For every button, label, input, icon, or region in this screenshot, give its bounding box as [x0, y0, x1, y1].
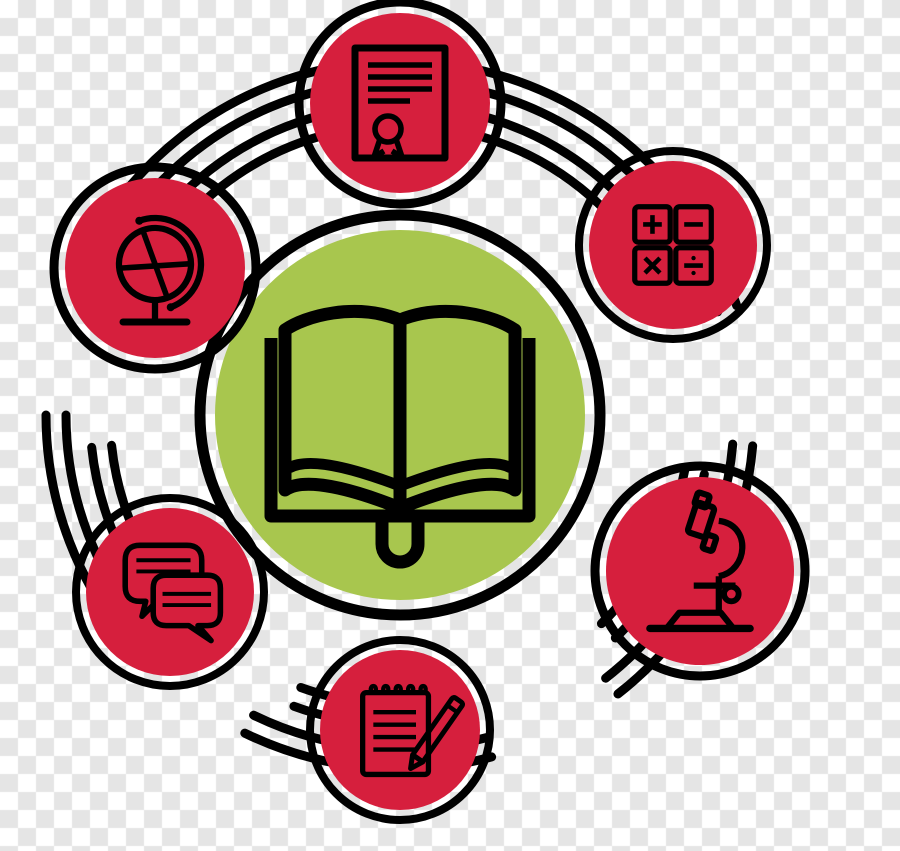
node-calculator — [579, 151, 767, 339]
node-notepad — [310, 640, 490, 820]
education-infographic — [0, 0, 900, 851]
node-chat — [76, 498, 264, 686]
node-microscope — [595, 466, 805, 676]
node-certificate — [299, 2, 501, 204]
node-globe — [54, 167, 256, 369]
